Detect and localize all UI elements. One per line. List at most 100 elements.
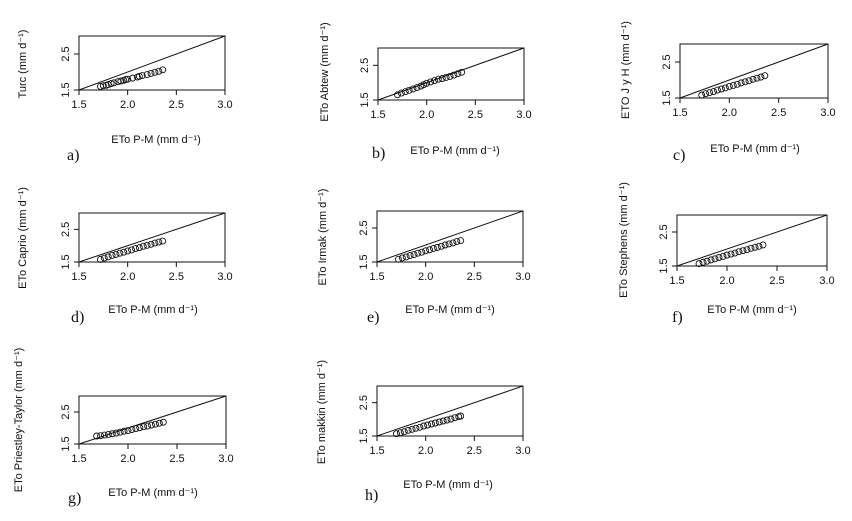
- x-tick-label: 2.0: [120, 271, 135, 283]
- y-tick-label: 2.5: [661, 54, 673, 69]
- y-axis-title: Turc (mm d⁻¹): [17, 30, 29, 99]
- data-point: [761, 72, 769, 80]
- data-point: [99, 82, 107, 90]
- data-point: [422, 247, 430, 255]
- x-tick-label: 1.5: [369, 271, 384, 283]
- data-point: [401, 88, 409, 96]
- data-point: [753, 74, 761, 82]
- data-point: [710, 88, 717, 95]
- data-point: [749, 75, 757, 83]
- data-point: [405, 86, 413, 94]
- x-tick-label: 2.0: [719, 275, 734, 287]
- x-tick-label: 2.0: [120, 99, 135, 111]
- x-tick-label: 2.0: [418, 445, 433, 457]
- data-point: [116, 249, 124, 257]
- x-axis-title: ETo P-M (mm d⁻¹): [403, 479, 493, 491]
- y-tick-label: 2.5: [60, 404, 72, 419]
- data-point: [443, 416, 451, 424]
- data-point: [441, 241, 449, 249]
- data-point: [97, 432, 105, 440]
- data-point: [124, 427, 132, 435]
- data-point: [394, 91, 401, 99]
- panel-letter: d): [71, 309, 84, 326]
- reference-line-1-1: [676, 214, 828, 267]
- x-tick-label: 2.0: [120, 453, 135, 465]
- y-tick-label: 1.5: [358, 428, 370, 443]
- plot-frame: [679, 43, 829, 99]
- x-tick-label: 1.5: [672, 107, 687, 119]
- data-point: [410, 251, 418, 258]
- y-tick-label: 2.5: [60, 222, 72, 237]
- x-tick-label: 1.5: [71, 99, 86, 111]
- x-tick-label: 3.0: [217, 271, 232, 283]
- x-tick-label: 2.5: [169, 99, 184, 111]
- data-point: [735, 248, 743, 256]
- data-point: [424, 421, 432, 429]
- data-point: [394, 255, 402, 263]
- data-point: [147, 69, 155, 77]
- data-point: [138, 72, 146, 80]
- x-axis-title: ETo P-M (mm d⁻¹): [710, 143, 800, 155]
- data-point: [112, 429, 120, 437]
- y-axis-title: ETo Irmak (mm d⁻¹): [317, 189, 329, 286]
- plot-frame: [78, 35, 226, 91]
- data-point: [135, 244, 143, 252]
- data-point: [402, 253, 410, 261]
- data-point: [707, 256, 715, 264]
- data-point: [733, 80, 741, 88]
- data-point: [458, 68, 466, 76]
- y-tick-label: 1.5: [661, 90, 673, 105]
- y-tick-label: 1.5: [358, 254, 370, 269]
- panel-letter: e): [367, 309, 379, 326]
- data-point: [430, 244, 437, 252]
- data-point: [715, 254, 723, 261]
- x-tick-label: 3.0: [515, 271, 530, 283]
- x-axis-title: ETo P-M (mm d⁻¹): [405, 304, 495, 316]
- reference-line-1-1: [78, 395, 227, 445]
- x-tick-label: 1.5: [369, 445, 384, 457]
- data-point: [741, 78, 749, 86]
- data-point: [695, 260, 703, 268]
- data-point: [409, 85, 417, 93]
- data-point: [124, 247, 132, 255]
- data-point: [759, 241, 767, 249]
- x-tick-label: 2.5: [169, 271, 184, 283]
- data-point: [104, 253, 112, 261]
- data-point: [457, 237, 465, 245]
- panel-c: 1.5 2.0 2.5 3.0 1.5 2.5 ETo P-M (mm d⁻¹) ETO J …: [620, 21, 836, 164]
- data-point: [101, 431, 108, 439]
- data-point: [731, 249, 739, 257]
- data-point: [151, 239, 159, 247]
- plot-frame: [676, 214, 828, 267]
- x-tick-label: 2.5: [769, 275, 784, 287]
- x-tick-label: 2.5: [468, 109, 483, 121]
- y-tick-label: 1.5: [60, 82, 72, 97]
- reference-line-1-1: [376, 210, 524, 263]
- data-point: [438, 75, 446, 82]
- x-tick-label: 2.5: [467, 271, 482, 283]
- x-tick-label: 3.0: [515, 445, 530, 457]
- data-point: [406, 252, 414, 259]
- data-point: [714, 86, 721, 94]
- data-point: [719, 253, 727, 260]
- data-point: [116, 428, 124, 436]
- x-tick-label: 3.0: [217, 99, 232, 111]
- data-point: [408, 425, 416, 433]
- panel-letter: h): [365, 487, 378, 504]
- y-tick-label: 1.5: [60, 254, 72, 269]
- x-tick-label: 3.0: [820, 107, 835, 119]
- data-point: [110, 79, 118, 87]
- y-tick-label: 1.5: [658, 258, 670, 273]
- data-point: [140, 423, 148, 431]
- data-point: [413, 84, 421, 91]
- x-tick-label: 1.5: [370, 109, 385, 121]
- data-point: [128, 246, 136, 254]
- data-point: [743, 246, 751, 254]
- y-tick-label: 1.5: [359, 92, 371, 107]
- plot-frame: [377, 47, 525, 101]
- data-point: [117, 77, 125, 85]
- data-point: [129, 74, 136, 82]
- data-point: [397, 89, 405, 97]
- data-point: [112, 251, 120, 258]
- data-point: [159, 66, 167, 74]
